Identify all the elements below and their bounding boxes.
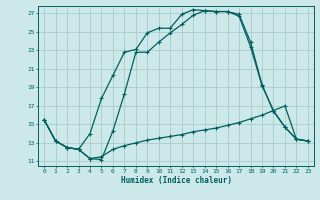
X-axis label: Humidex (Indice chaleur): Humidex (Indice chaleur) (121, 176, 231, 185)
